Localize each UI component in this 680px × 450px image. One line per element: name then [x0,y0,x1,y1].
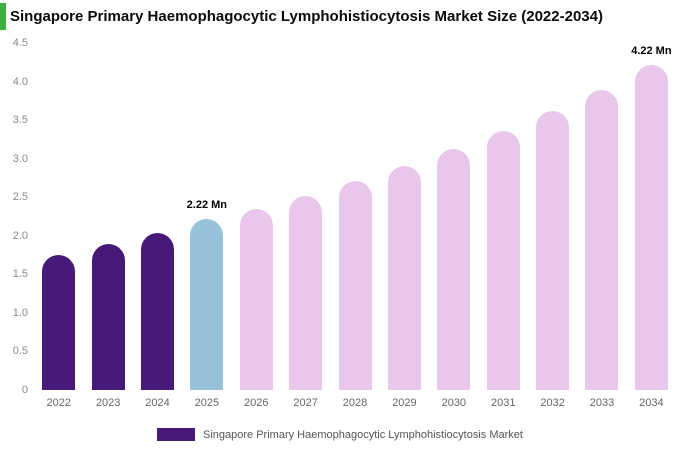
bar-2024 [140,232,174,390]
bar-2030 [437,148,471,390]
x-tick-label-2034: 2034 [639,397,664,409]
bar-slot-2032: 2032 [528,43,577,409]
bar-2034 [634,64,668,390]
y-axis: 4.5 4.0 3.5 3.0 2.5 2.0 1.5 1.0 0.5 0 [0,37,30,396]
title-accent-bar [0,3,6,30]
y-tick-label: 3.0 [12,152,28,165]
bar-value-label-2025: 2.22 Mn [186,198,228,211]
x-tick-label-2031: 2031 [490,397,516,409]
bar-slot-2029: 2029 [380,43,429,409]
bar-slot-2026: 2026 [232,43,281,409]
x-tick-label-2033: 2033 [589,397,615,409]
bar-slot-2027: 2027 [281,43,330,409]
y-tick-label: 3.5 [12,114,28,127]
y-tick-label: 4.0 [12,75,28,88]
chart-legend: Singapore Primary Haemophagocytic Lympho… [0,427,680,442]
bar-slot-2024: 2024 [133,43,182,409]
legend-label: Singapore Primary Haemophagocytic Lympho… [203,428,523,441]
bar-2022 [42,255,76,390]
y-tick-label: 2.0 [12,229,28,242]
x-tick-label-2028: 2028 [342,397,368,409]
bar-slot-2028: 2028 [330,43,379,409]
x-tick-label-2030: 2030 [441,397,467,409]
bar-2026 [239,208,273,390]
x-tick-label-2022: 2022 [46,397,71,409]
bar-2027 [289,195,323,390]
y-tick-label: 1.0 [12,306,28,319]
y-tick-label: 0.5 [12,345,28,358]
bar-2023 [91,243,125,390]
x-tick-label-2024: 2024 [145,397,170,409]
bar-slot-2030: 2030 [429,43,478,409]
x-tick-label-2027: 2027 [293,397,318,409]
y-tick-label: 2.5 [12,191,28,204]
bar-2032 [536,110,570,390]
chart-title: Singapore Primary Haemophagocytic Lympho… [10,8,603,25]
bar-slot-2033: 2033 [577,43,626,409]
bar-slot-2023: 2023 [83,43,132,409]
bar-2029 [387,166,421,390]
y-tick-label: 0 [21,384,28,396]
bar-slot-2025: 2.22 Mn 2025 [182,43,231,409]
bar-2033 [585,90,619,390]
x-tick-label-2029: 2029 [392,397,417,409]
bar-slot-2034: 4.22 Mn 2034 [627,43,676,409]
bar-value-label-2034: 4.22 Mn [631,44,672,57]
x-tick-label-2032: 2032 [540,397,565,409]
y-tick-label: 4.5 [12,37,28,49]
plot-area: 2022 2023 2024 2.22 Mn 2025 2026 2027 2028 2029 2… [34,43,676,409]
bar-slot-2022: 2022 [34,43,83,409]
bar-2031 [486,130,520,390]
y-tick-label: 1.5 [12,268,28,281]
x-tick-label-2026: 2026 [244,397,269,409]
x-tick-label-2025: 2025 [194,397,220,409]
x-tick-label-2023: 2023 [95,397,121,409]
bar-2025 [190,218,224,390]
legend-swatch [157,428,196,441]
bar-2028 [338,181,372,390]
bar-slot-2031: 2031 [479,43,528,409]
